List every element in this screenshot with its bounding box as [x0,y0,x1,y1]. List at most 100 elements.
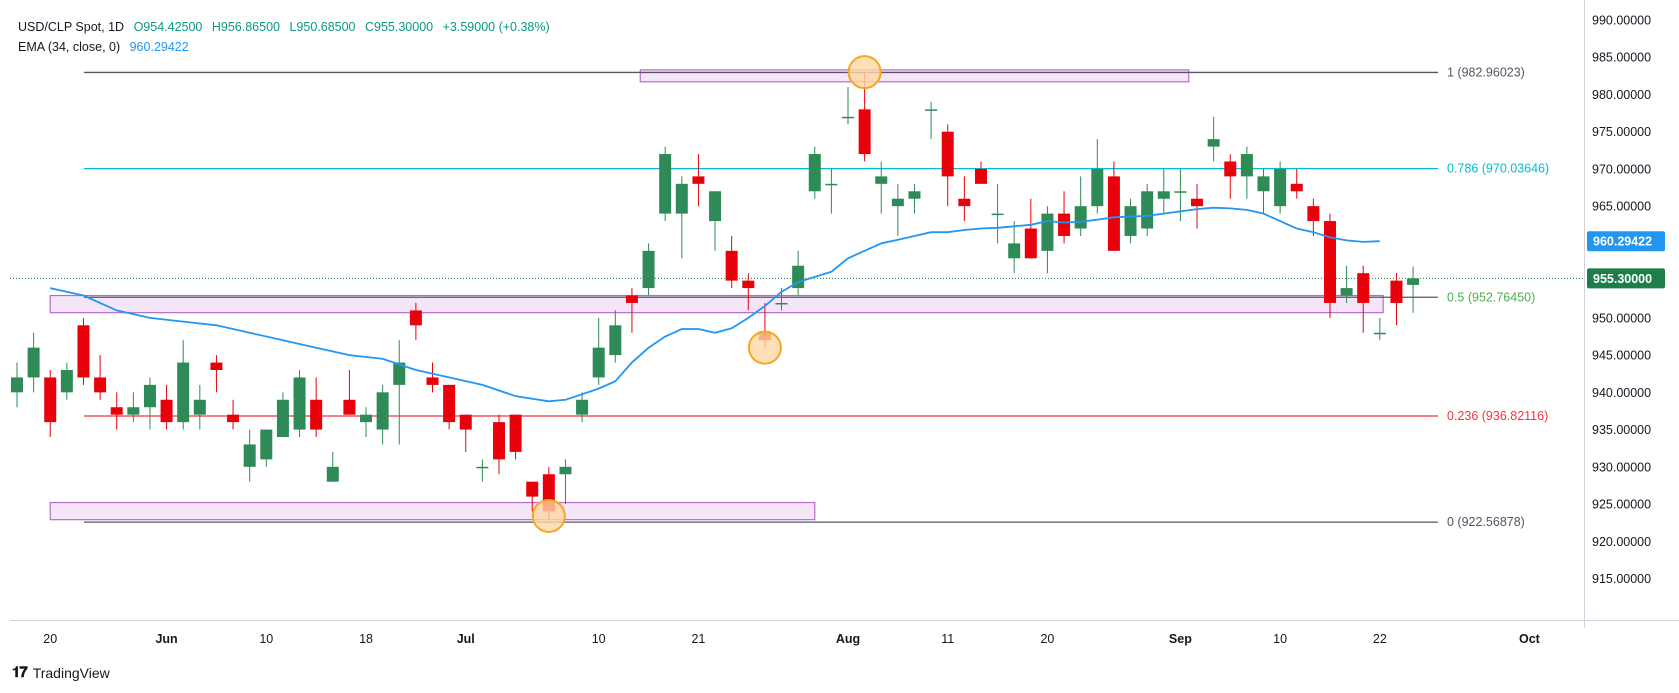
candle-body [293,377,306,430]
candle-body [1373,332,1386,335]
change-value: +3.59000 (+0.38%) [442,20,550,34]
candle-body [625,295,638,303]
y-tick-label: 975.00000 [1592,125,1651,139]
candle-body [842,116,854,119]
low-value: L950.68500 [289,20,356,34]
ema-polyline [50,206,1380,403]
candle-body [792,265,805,289]
candle-body [476,466,489,469]
fib-level-label: 0 (922.56878) [1447,515,1525,529]
x-tick-label: 22 [1373,632,1387,646]
ema-label[interactable]: EMA (34, close, 0) [18,40,121,54]
candle-body [1157,191,1170,199]
y-tick-label: 925.00000 [1592,498,1651,512]
x-tick-label: Jul [457,632,475,646]
candle-body [276,399,289,438]
candlestick-series [11,72,1420,519]
candle-body [1240,154,1253,177]
candle-body [459,414,472,430]
candle-body [1340,288,1353,296]
candle-body [11,377,23,393]
fib-level-label: 0.5 (952.76450) [1447,290,1535,304]
y-tick-label: 965.00000 [1592,200,1651,214]
highlight-circle [531,498,566,533]
tradingview-logo-icon: 𝟏𝟕 [12,664,28,681]
candle-body [642,250,655,289]
candle-body [210,362,223,370]
candle-body [310,399,323,430]
candle-body [958,198,971,207]
candle-body [875,176,888,184]
x-tick-label: 11 [941,632,954,646]
candle-body [1257,176,1270,192]
brand-label: TradingView [32,664,110,681]
candle-body [991,213,1004,216]
y-tick-label: 915.00000 [1592,572,1651,586]
y-tick-label: 980.00000 [1592,88,1651,102]
candle-body [742,280,755,289]
fib-level-label: 0.236 (936.82116) [1447,409,1548,423]
symbol-label[interactable]: USD/CLP Spot, 1D [18,20,125,34]
candle-body [526,481,539,497]
ema-price-badge-label: 960.29422 [1593,235,1652,249]
candle-body [509,414,522,452]
y-tick-label: 950.00000 [1592,311,1651,325]
zone-rect [639,69,1190,83]
y-tick-label: 935.00000 [1592,423,1651,437]
candle-body [260,429,273,460]
highlight-circle [747,330,782,365]
y-tick-label: 940.00000 [1592,386,1651,400]
candle-body [110,407,123,415]
tradingview-logo[interactable]: 𝟏𝟕 TradingView [12,664,110,681]
candle-body [692,176,705,184]
candle-body [908,191,921,199]
candle-body [775,302,788,305]
candle-body [1207,139,1220,147]
time-axis[interactable]: 20 Jun 10 18 Jul 10 21 Aug 11 20 Sep 10 22 Oct [43,632,1540,646]
candle-body [44,377,57,423]
candle-body [1174,191,1187,193]
x-tick-label: 10 [592,632,606,646]
candle-body [177,362,190,423]
legend-symbol-row: USD/CLP Spot, 1D O954.42500 H956.86500 L… [18,20,556,34]
candle-body [393,362,406,385]
last-price-badge-bg [1587,268,1665,289]
support-resistance-zones [49,69,1384,521]
candle-body [559,466,572,475]
candle-body [1224,161,1237,177]
candle-body [808,154,821,192]
high-value: H956.86500 [211,20,280,34]
candle-body [891,198,904,207]
zone-rect [49,294,1384,314]
x-tick-label: 20 [1040,632,1054,646]
candle-body [60,369,73,393]
candle-body [227,414,240,423]
candle-body [725,250,738,281]
candle-body [675,183,688,214]
candle-body [143,384,156,408]
fib-level-label: 1 (982.96023) [1447,65,1525,79]
candle-body [1074,206,1087,229]
x-tick-label: 10 [1273,632,1287,646]
x-tick-label: Jun [155,632,177,646]
x-tick-label: Oct [1519,632,1541,646]
x-tick-label: 10 [259,632,273,646]
candle-body [1274,168,1287,207]
candle-body [243,444,256,467]
candle-body [825,183,838,186]
candle-body [27,347,40,378]
candle-body [1307,206,1320,222]
candle-body [77,325,90,378]
price-axis[interactable]: 990.00000 985.00000 980.00000 975.00000 970.… [1592,14,1651,587]
y-tick-label: 945.00000 [1592,349,1651,363]
candle-body [592,347,605,378]
candle-body [376,392,389,430]
open-value: O954.42500 [133,20,203,34]
candle-body [576,399,589,415]
candle-body [659,154,672,214]
candle-body [1041,213,1054,251]
y-tick-label: 970.00000 [1592,162,1651,176]
candle-body [709,191,722,222]
candle-body [1058,213,1071,236]
